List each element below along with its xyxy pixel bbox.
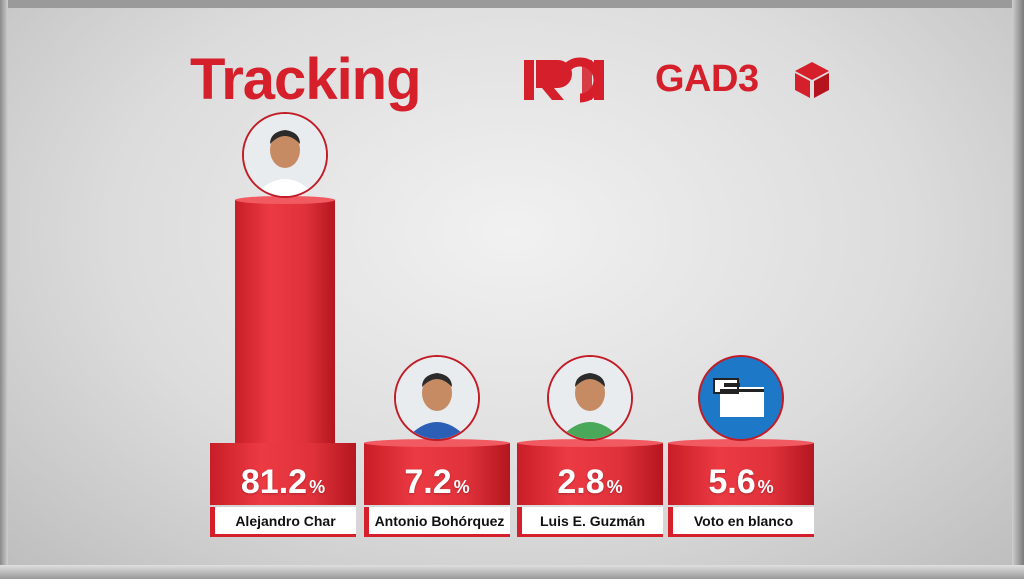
value-number: 5.6 bbox=[708, 463, 756, 501]
page-title: Tracking bbox=[190, 47, 422, 112]
ballot-box-icon bbox=[698, 355, 784, 441]
category-label-0: Alejandro Char bbox=[210, 507, 356, 537]
value-unit: % bbox=[606, 477, 623, 497]
frame-left bbox=[0, 0, 8, 579]
partner-logo: GAD3 bbox=[655, 58, 759, 100]
value-unit: % bbox=[453, 477, 470, 497]
value-number: 7.2 bbox=[404, 463, 452, 501]
value-unit: % bbox=[309, 477, 326, 497]
bar-cap-2 bbox=[517, 439, 663, 447]
bar-cap-0 bbox=[235, 196, 335, 204]
category-label-2: Luis E. Guzmán bbox=[517, 507, 663, 537]
rcn-logo-icon bbox=[524, 57, 604, 103]
cube-icon bbox=[795, 62, 829, 98]
candidate-photo-0 bbox=[242, 112, 328, 198]
bar-3 bbox=[668, 443, 814, 505]
bar-cap-1 bbox=[364, 439, 510, 447]
value-label-1: 7.2% bbox=[364, 463, 510, 502]
value-label-0: 81.2% bbox=[210, 463, 356, 502]
candidate-photo-2 bbox=[547, 355, 633, 441]
frame-right bbox=[1012, 0, 1024, 579]
value-number: 2.8 bbox=[557, 463, 605, 501]
bar-cap-3 bbox=[668, 439, 814, 447]
value-label-2: 2.8% bbox=[517, 463, 663, 502]
frame-bottom bbox=[0, 565, 1024, 579]
category-label-3: Voto en blanco bbox=[668, 507, 814, 537]
bar-2 bbox=[517, 443, 663, 505]
bar-pedestal-0 bbox=[210, 443, 356, 505]
category-label-1: Antonio Bohórquez bbox=[364, 507, 510, 537]
bar-1 bbox=[364, 443, 510, 505]
value-number: 81.2 bbox=[240, 463, 308, 501]
candidate-photo-1 bbox=[394, 355, 480, 441]
frame-top bbox=[0, 0, 1024, 8]
value-unit: % bbox=[757, 477, 774, 497]
value-label-3: 5.6% bbox=[668, 463, 814, 502]
